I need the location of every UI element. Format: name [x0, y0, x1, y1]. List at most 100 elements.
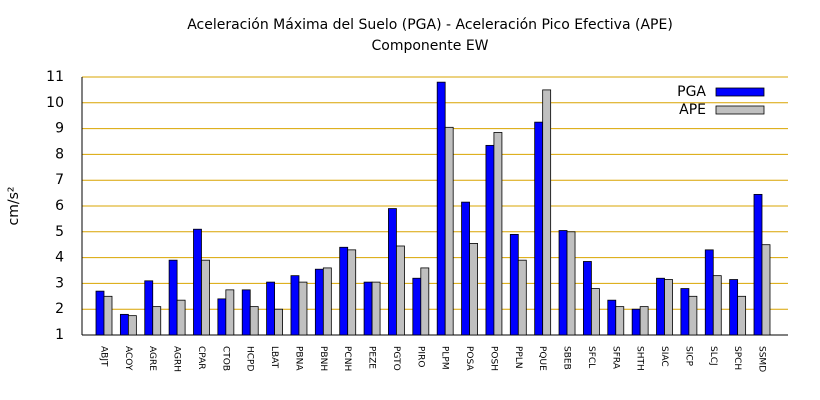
bar: [152, 306, 162, 336]
x-tick-label: SFRA: [610, 346, 620, 370]
y-tick-label: 6: [55, 198, 64, 214]
bar: [517, 259, 527, 336]
x-tick-label: AGRE: [147, 346, 157, 371]
x-tick-label: LBAT: [269, 346, 279, 369]
bar: [266, 281, 275, 336]
bar: [201, 259, 210, 336]
bar: [485, 144, 495, 336]
bar: [761, 244, 771, 336]
x-tick-label: POSH: [488, 346, 498, 371]
x-tick-label: ABJT: [99, 346, 109, 367]
bar: [729, 279, 739, 336]
bar: [461, 201, 470, 336]
x-tick-label: PBNA: [293, 346, 303, 371]
bar: [558, 230, 568, 336]
x-tick-label: SFCL: [586, 346, 596, 368]
y-tick-label: 9: [55, 121, 64, 137]
x-tick-label: PIRO: [415, 346, 425, 367]
bar: [388, 208, 397, 336]
x-tick-label: PCNH: [342, 346, 352, 371]
bar: [249, 306, 259, 336]
x-tick-label: PGTO: [391, 346, 401, 371]
bar: [193, 228, 202, 336]
bar: [680, 288, 690, 336]
bar: [347, 249, 357, 336]
bar: [712, 275, 722, 336]
bar: [119, 313, 129, 336]
x-tick-label: CTOB: [220, 346, 230, 371]
bar: [469, 243, 478, 336]
legend-label: PGA: [677, 84, 706, 100]
bar: [127, 315, 137, 336]
bar: [225, 289, 235, 336]
x-tick-label: SHTH: [635, 346, 645, 371]
legend-swatch: [715, 87, 765, 97]
bar: [371, 281, 381, 336]
x-tick-label: HCPD: [245, 346, 255, 371]
y-tick-label: 4: [55, 250, 64, 266]
legend-label: APE: [679, 102, 706, 118]
y-tick-label: 7: [55, 172, 64, 188]
y-tick-label: 11: [46, 69, 64, 85]
bar: [420, 267, 430, 336]
bar: [144, 280, 154, 336]
chart-title: Aceleración Máxima del Suelo (PGA) - Ace…: [187, 17, 673, 33]
bar: [688, 295, 698, 336]
bar: [704, 249, 714, 336]
bar: [737, 295, 747, 336]
bar: [241, 289, 251, 336]
x-tick-label: POSA: [464, 346, 474, 371]
bar: [566, 231, 576, 336]
bar: [444, 126, 454, 336]
x-tick-label: SSMD: [757, 346, 767, 372]
x-tick-label: PBNH: [318, 346, 328, 371]
x-tick-label: SBEB: [562, 346, 572, 370]
bar: [591, 288, 600, 336]
bar: [583, 261, 592, 336]
bar: [176, 299, 186, 336]
bar: [168, 259, 178, 336]
bar: [290, 275, 300, 336]
bar: [615, 306, 625, 336]
bar: [534, 121, 544, 336]
bar: [542, 89, 552, 336]
bar: [631, 308, 641, 336]
bar: [639, 306, 649, 336]
bar: [664, 279, 673, 336]
bar: [656, 277, 665, 336]
x-tick-label: ACOY: [123, 346, 133, 371]
bar: [753, 193, 763, 336]
bar: [314, 268, 324, 336]
bar: [322, 267, 332, 336]
x-tick-label: PQUE: [537, 346, 547, 371]
bar: [412, 277, 422, 336]
y-tick-label: 8: [55, 146, 64, 162]
bar: [396, 245, 405, 336]
bar: [509, 233, 519, 336]
bar: [95, 290, 105, 336]
x-tick-label: PPLN: [513, 346, 523, 369]
x-tick-label: SICP: [683, 346, 693, 367]
bar: [103, 295, 113, 336]
y-tick-label: 3: [55, 275, 64, 291]
y-axis-label: cm/s²: [6, 187, 22, 226]
bar: [339, 246, 349, 336]
chart-subtitle: Componente EW: [371, 38, 488, 54]
x-tick-label: SIAC: [659, 346, 669, 367]
bar: [363, 281, 373, 336]
bar: [217, 298, 227, 336]
y-tick-label: 1: [55, 327, 64, 343]
x-tick-label: PEZE: [367, 346, 377, 369]
x-tick-label: CPAR: [196, 346, 206, 370]
y-tick-label: 5: [55, 224, 64, 240]
y-tick-label: 2: [55, 301, 64, 317]
y-tick-label: 10: [46, 95, 64, 111]
x-tick-label: PLPM: [440, 346, 450, 370]
bar: [493, 132, 503, 336]
bar: [607, 299, 617, 336]
bar: [274, 308, 283, 336]
legend-swatch: [715, 105, 765, 115]
x-tick-label: SLCJ: [708, 346, 718, 366]
bar: [436, 81, 446, 336]
